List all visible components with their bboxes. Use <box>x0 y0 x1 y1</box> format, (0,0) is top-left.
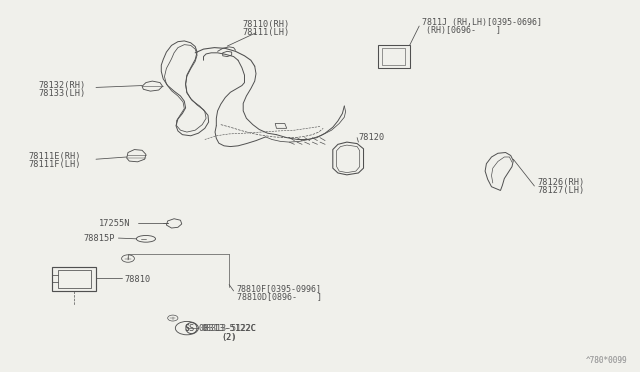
Text: 08313-5122C: 08313-5122C <box>198 324 256 333</box>
Text: 78126(RH): 78126(RH) <box>538 178 585 187</box>
Text: 17255N: 17255N <box>99 219 131 228</box>
Text: 78133(LH): 78133(LH) <box>38 89 86 98</box>
Text: 78127(LH): 78127(LH) <box>538 186 585 195</box>
Text: 78810D[0896-    ]: 78810D[0896- ] <box>237 292 322 301</box>
Text: 08313-5122C: 08313-5122C <box>202 324 257 333</box>
Text: 78111E(RH): 78111E(RH) <box>29 152 81 161</box>
Text: 78810: 78810 <box>125 275 151 283</box>
Text: 78110(RH): 78110(RH) <box>242 20 289 29</box>
Text: S: S <box>184 324 189 333</box>
Text: ^780*0099: ^780*0099 <box>586 356 627 365</box>
Text: 78111F(LH): 78111F(LH) <box>29 160 81 169</box>
Text: ^780*0099: ^780*0099 <box>586 356 627 365</box>
Text: 78111(LH): 78111(LH) <box>242 28 289 37</box>
Text: (2): (2) <box>221 333 236 342</box>
Text: 7811J (RH,LH)[0395-0696]: 7811J (RH,LH)[0395-0696] <box>422 18 543 27</box>
Text: 78132(RH): 78132(RH) <box>38 81 86 90</box>
Text: 78120: 78120 <box>358 133 385 142</box>
Text: (2): (2) <box>221 333 237 342</box>
Text: (RH)[0696-    ]: (RH)[0696- ] <box>426 26 500 35</box>
Text: S: S <box>189 324 194 333</box>
Text: 78810F[0395-0996]: 78810F[0395-0996] <box>237 284 322 293</box>
Text: 78815P: 78815P <box>83 234 115 243</box>
